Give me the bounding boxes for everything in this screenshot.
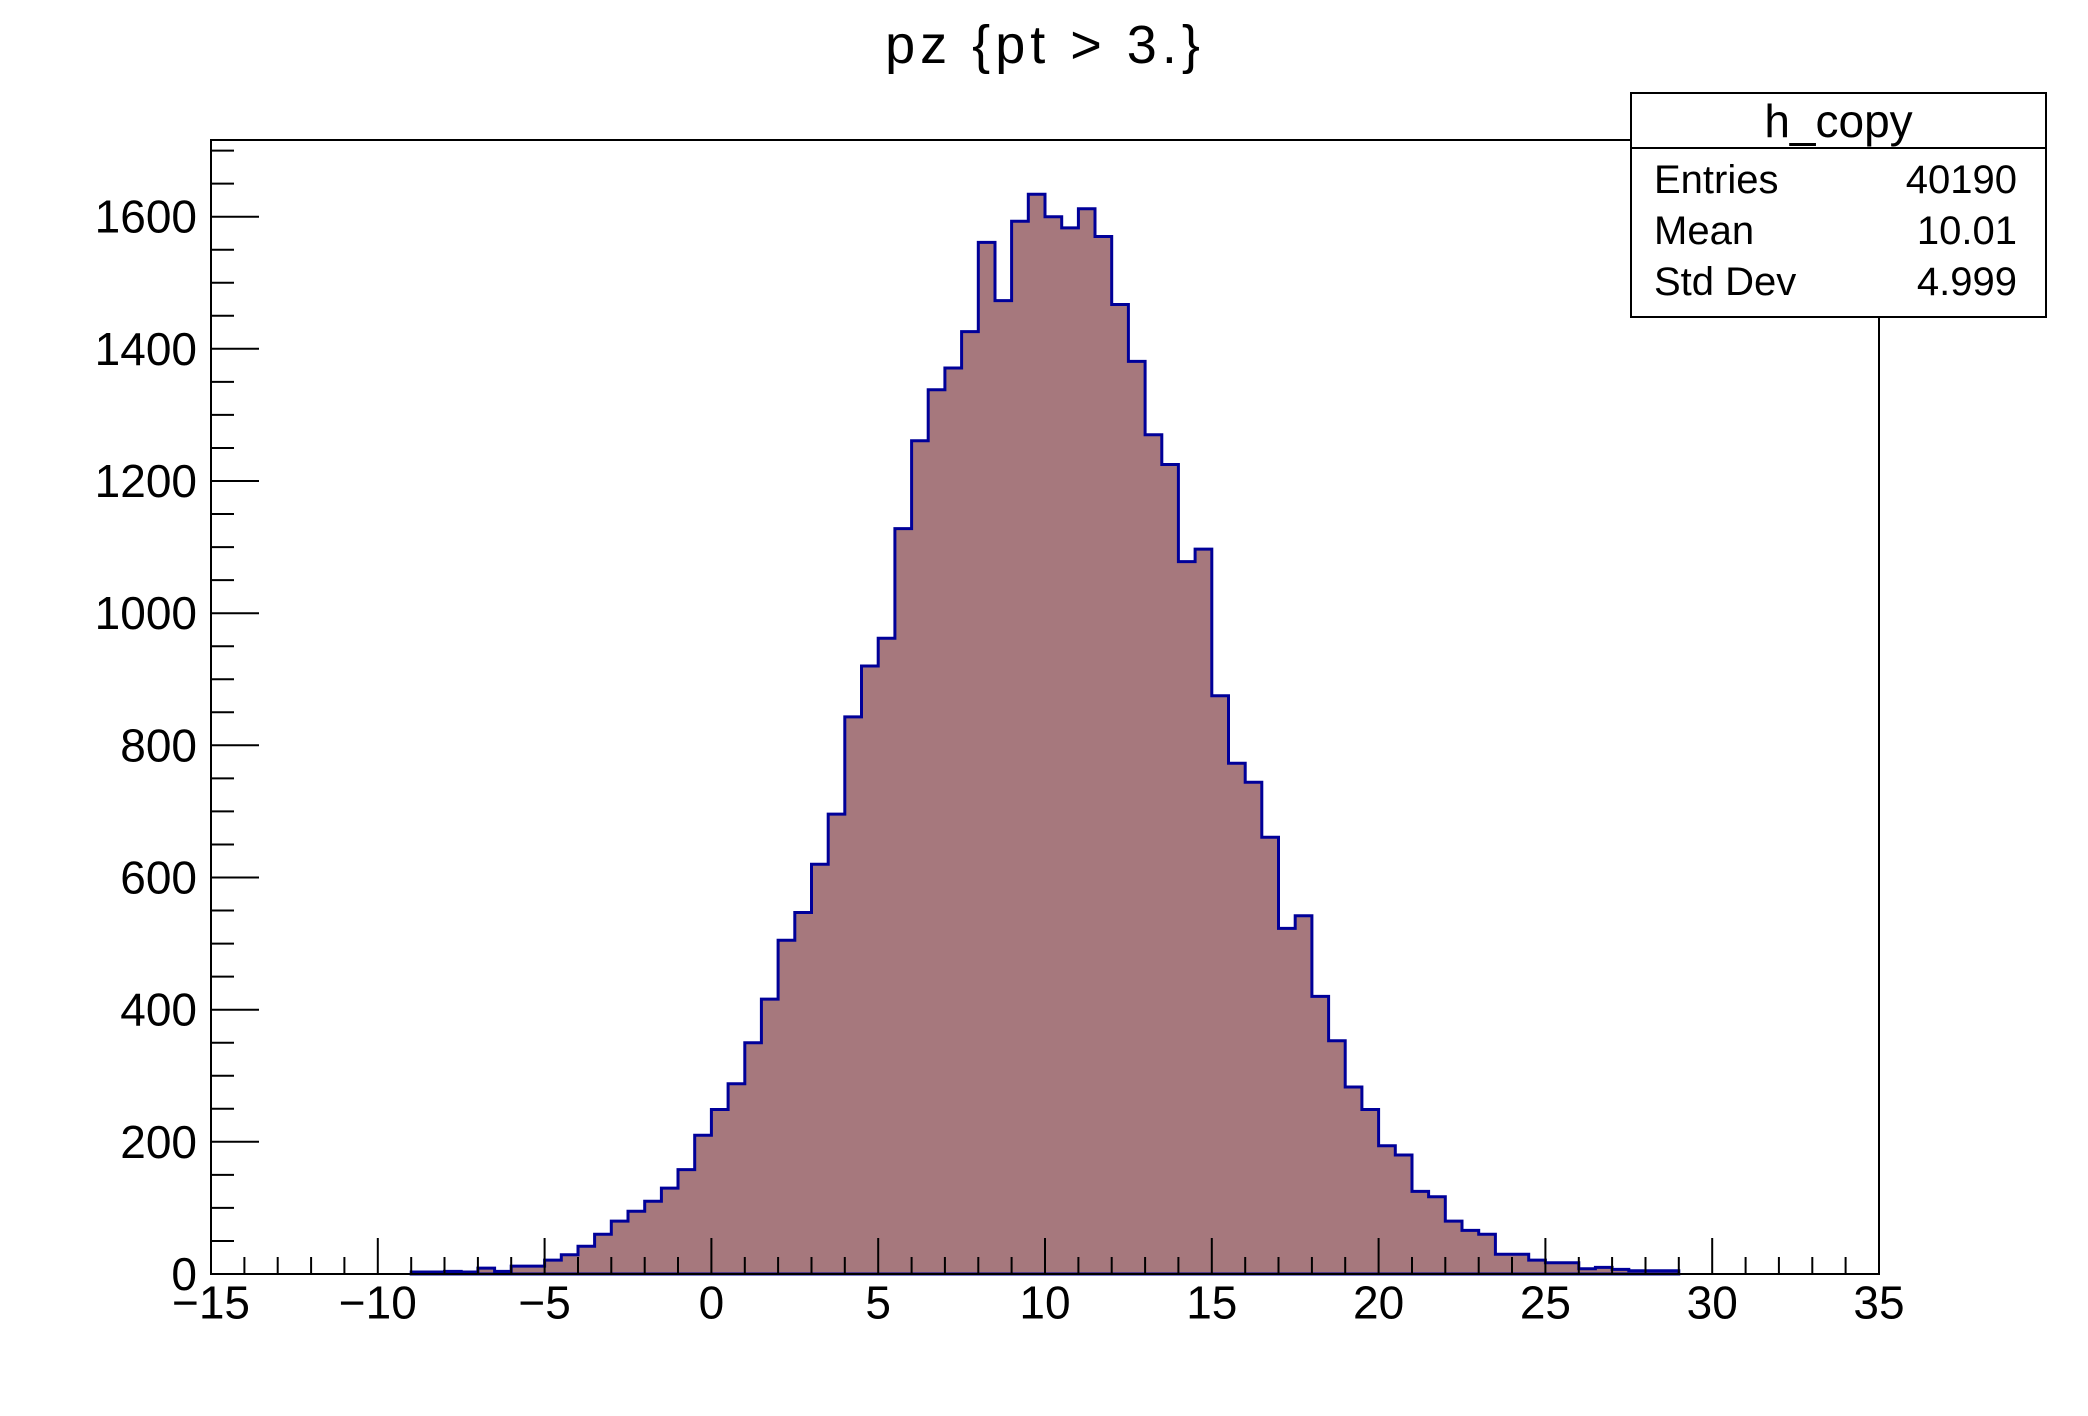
stats-box-title: h_copy: [1632, 94, 2045, 149]
x-tick-label: −5: [518, 1277, 570, 1329]
y-tick-label: 200: [120, 1116, 197, 1168]
x-tick-label: 35: [1853, 1277, 1904, 1329]
histogram-series: [409, 192, 1681, 1276]
stats-label-mean: Mean: [1654, 209, 1755, 253]
x-tick-label: 15: [1186, 1277, 1237, 1329]
y-tick-label: 1600: [95, 191, 197, 243]
x-tick-label: −15: [172, 1277, 250, 1329]
stats-box-rows: Entries 40190 Mean 10.01 Std Dev 4.999: [1632, 151, 2045, 316]
y-tick-label: 400: [120, 984, 197, 1036]
x-tick-label: 0: [699, 1277, 725, 1329]
x-tick-label: 10: [1019, 1277, 1070, 1329]
y-tick-label: 600: [120, 852, 197, 904]
stats-row-mean: Mean 10.01: [1654, 209, 2017, 254]
x-tick-label: 25: [1520, 1277, 1571, 1329]
x-tick-label: −10: [339, 1277, 417, 1329]
x-axis-major-ticks: [210, 1238, 1880, 1274]
y-tick-label: 1400: [95, 323, 197, 375]
y-axis-minor-ticks: [211, 149, 234, 1242]
x-tick-label: 30: [1687, 1277, 1738, 1329]
x-axis-labels: −15 −10 −5 0 5 10 15 20 25 30 35: [172, 1277, 1905, 1329]
y-tick-label: 800: [120, 719, 197, 771]
y-tick-label: 1000: [95, 587, 197, 639]
stats-row-entries: Entries 40190: [1654, 158, 2017, 203]
stats-label-entries: Entries: [1654, 158, 1779, 202]
histogram-area: [409, 192, 1681, 1276]
stats-value-entries: 40190: [1905, 158, 2017, 202]
stats-box: h_copy Entries 40190 Mean 10.01 Std Dev …: [1630, 92, 2047, 318]
x-tick-label: 20: [1353, 1277, 1404, 1329]
stats-row-stddev: Std Dev 4.999: [1654, 260, 2017, 305]
x-tick-label: 5: [865, 1277, 891, 1329]
y-axis-major-ticks: [211, 215, 259, 1275]
stats-value-stddev: 4.999: [1916, 260, 2017, 304]
y-axis-labels: 0 200 400 600 800 1000 1200 1400 1600: [95, 191, 197, 1300]
y-tick-label: 0: [171, 1248, 197, 1300]
plot-title: pz {pt > 3.}: [885, 15, 1205, 75]
stats-label-stddev: Std Dev: [1654, 260, 1797, 304]
y-tick-label: 1200: [95, 455, 197, 507]
stats-value-mean: 10.01: [1916, 209, 2017, 253]
x-axis-minor-ticks: [243, 1257, 1847, 1274]
